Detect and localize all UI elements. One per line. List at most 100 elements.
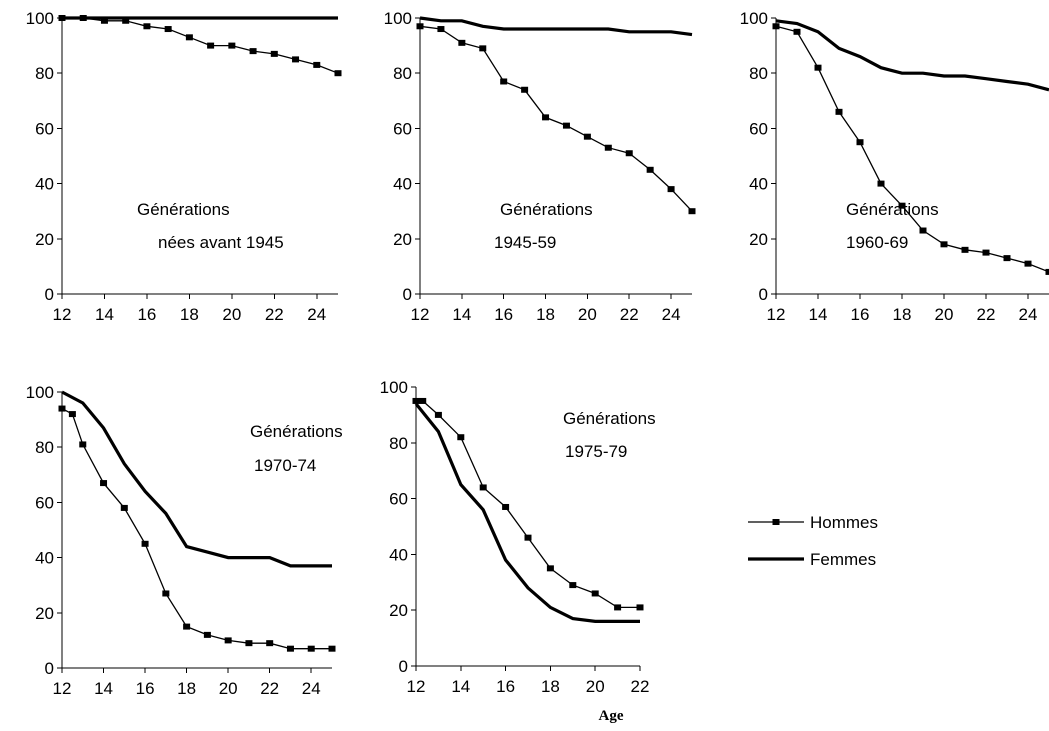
y-tick-label: 20 [35, 604, 54, 623]
hommes-point [266, 640, 274, 647]
hommes-point [334, 70, 342, 77]
hommes-point [982, 249, 990, 256]
hommes-point [500, 78, 508, 85]
hommes-point [502, 503, 510, 510]
y-tick-label: 60 [393, 119, 412, 138]
x-axis-title: Age [599, 708, 624, 724]
y-tick-label: 20 [35, 230, 54, 249]
hommes-point [122, 17, 130, 24]
y-tick-label: 80 [35, 438, 54, 457]
x-tick-label: 22 [631, 677, 650, 696]
hommes-point [100, 480, 108, 487]
hommes-point [562, 122, 570, 129]
generation-label: Générations [563, 409, 656, 428]
y-tick-label: 0 [759, 285, 768, 304]
y-tick-label: 60 [35, 493, 54, 512]
generation-label: Générations [250, 422, 343, 441]
x-tick-label: 20 [219, 679, 238, 698]
chart-panel-3: 0 20 40 60 80 100 12 14 16 18 20 22 24 Générations 196… [740, 9, 1049, 324]
hommes-point [79, 441, 87, 448]
hommes-point [940, 241, 948, 248]
x-tick-label: 18 [541, 677, 560, 696]
y-tick-label: 40 [35, 175, 54, 194]
hommes-point [479, 45, 487, 52]
hommes-point [898, 202, 906, 209]
femmes-series-line [775, 19, 1049, 92]
hommes-point [185, 34, 193, 41]
hommes-point [328, 645, 336, 652]
chart-panel-1: 0 20 40 60 80 100 12 14 16 18 20 22 24 Générations née… [26, 9, 342, 324]
y-tick-label: 0 [45, 285, 54, 304]
generation-label: Générations [500, 200, 593, 219]
y-tick-label: 80 [389, 434, 408, 453]
hommes-point [228, 42, 236, 49]
x-tick-label: 22 [260, 679, 279, 698]
x-tick-label: 24 [307, 305, 326, 324]
hommes-point [961, 246, 969, 253]
y-tick-label: 20 [389, 601, 408, 620]
hommes-point [521, 86, 529, 93]
hommes-point [224, 637, 232, 644]
generation-label: Générations [137, 200, 230, 219]
x-tick-label: 20 [935, 305, 954, 324]
x-tick-label: 14 [94, 679, 113, 698]
x-tick-label: 20 [222, 305, 241, 324]
hommes-point [437, 26, 445, 33]
hommes-point [270, 50, 278, 57]
hommes-point [313, 61, 321, 68]
hommes-point [307, 645, 315, 652]
hommes-point [120, 504, 128, 511]
hommes-legend-marker [772, 519, 780, 525]
hommes-point [164, 26, 172, 33]
y-tick-label: 40 [35, 549, 54, 568]
x-tick-label: 14 [95, 305, 114, 324]
legend-label: Hommes [810, 513, 878, 532]
generation-label: Générations [846, 200, 939, 219]
y-tick-label: 60 [389, 490, 408, 509]
y-tick-label: 20 [393, 230, 412, 249]
y-tick-label: 80 [749, 64, 768, 83]
hommes-point [100, 17, 108, 24]
y-tick-label: 20 [749, 230, 768, 249]
y-tick-label: 100 [26, 9, 54, 28]
hommes-point [569, 582, 577, 589]
y-tick-label: 100 [26, 383, 54, 402]
x-tick-label: 14 [451, 677, 470, 696]
x-tick-label: 24 [302, 679, 321, 698]
hommes-point [524, 534, 532, 541]
x-tick-label: 24 [1019, 305, 1038, 324]
y-tick-label: 100 [384, 9, 412, 28]
femmes-series-line [419, 16, 693, 37]
hommes-point [646, 166, 654, 173]
hommes-point [207, 42, 215, 49]
x-tick-label: 18 [536, 305, 555, 324]
femmes-series-line [61, 390, 332, 568]
y-tick-label: 40 [389, 545, 408, 564]
x-tick-label: 14 [452, 305, 471, 324]
hommes-point [1024, 260, 1032, 267]
x-tick-label: 24 [662, 305, 681, 324]
y-tick-label: 0 [403, 285, 412, 304]
generation-label: 1975-79 [565, 442, 627, 461]
x-tick-label: 16 [494, 305, 513, 324]
x-tick-label: 18 [893, 305, 912, 324]
hommes-point [457, 434, 465, 441]
hommes-point [203, 631, 211, 638]
generation-label: 1960-69 [846, 233, 908, 252]
hommes-series-line [61, 408, 332, 650]
generation-label: 1945-59 [494, 233, 556, 252]
x-tick-label: 12 [53, 679, 72, 698]
hommes-point [249, 48, 257, 55]
hommes-point [919, 227, 927, 234]
hommes-point [583, 133, 591, 140]
x-tick-label: 18 [177, 679, 196, 698]
x-tick-label: 12 [411, 305, 430, 324]
x-tick-label: 20 [578, 305, 597, 324]
y-tick-label: 80 [393, 64, 412, 83]
hommes-point [688, 208, 696, 215]
x-tick-label: 12 [53, 305, 72, 324]
x-tick-label: 12 [407, 677, 426, 696]
y-tick-label: 40 [393, 175, 412, 194]
x-tick-label: 14 [809, 305, 828, 324]
hommes-point [434, 411, 442, 418]
